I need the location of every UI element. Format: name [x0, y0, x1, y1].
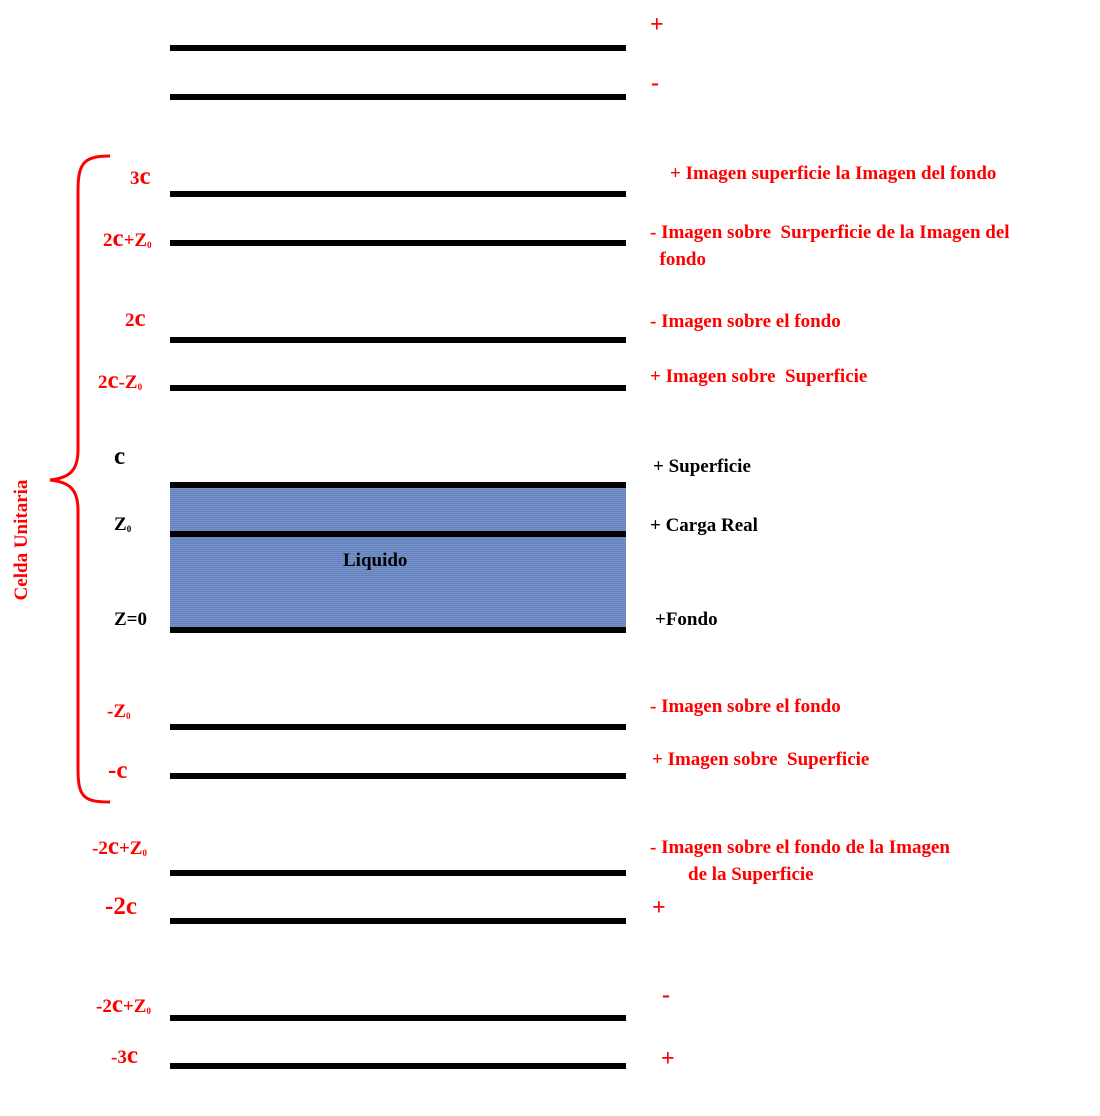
charge-plane [170, 773, 626, 779]
charge-plane-bottom [170, 627, 626, 633]
charge-sign-minus-2c-plus-z0: - [662, 982, 670, 1008]
charge-sign-top-minus: - [651, 70, 659, 96]
charge-plane [170, 1015, 626, 1021]
position-label-minus-2c: -2c [105, 893, 137, 920]
charge-plane [170, 870, 626, 876]
charge-plane [170, 94, 626, 100]
charge-sign-minus-2c: + [652, 895, 666, 921]
charge-sign-minus-3c: + [661, 1046, 675, 1072]
charge-plane [170, 1063, 626, 1069]
unit-cell-brace [49, 154, 111, 804]
charge-description-minus-2c-plus-z0: - Imagen sobre el fondo de la Imagen de … [650, 837, 950, 885]
position-label-minus-c: -c [108, 757, 128, 784]
charge-description-minus-c: + Imagen sobre Superficie [652, 749, 870, 770]
charge-description-bottom: +Fondo [655, 609, 718, 630]
position-label-minus-3c: -3c [111, 1042, 138, 1069]
unit-cell-label: Celda Unitaria [11, 479, 32, 601]
charge-description-minus-z0: - Imagen sobre el fondo [650, 696, 841, 717]
charge-description-3c: + Imagen superficie la Imagen del fondo [670, 163, 997, 184]
charge-plane [170, 45, 626, 51]
charge-plane-surface [170, 482, 626, 488]
liquid-region [170, 488, 626, 627]
position-label-minus-z0: -Z0 [107, 701, 131, 722]
position-label-minus-2c-plus-z0: -2c+Z0 [92, 833, 147, 860]
charge-description-2c: - Imagen sobre el fondo [650, 311, 841, 332]
charge-description-real-charge: + Carga Real [650, 515, 758, 536]
charge-description-surface: + Superficie [653, 456, 751, 477]
charge-plane [170, 240, 626, 246]
position-label-2c: 2c [125, 305, 146, 332]
position-label-z-zero: Z=0 [114, 609, 147, 630]
position-label-minus-2c-plus-z0-lower: -2c+Z0 [96, 991, 151, 1018]
charge-sign-top-plus: + [650, 12, 664, 38]
charge-plane [170, 191, 626, 197]
position-label-3c: 3c [130, 163, 151, 190]
charge-plane [170, 385, 626, 391]
position-label-z0: Z0 [114, 514, 132, 535]
charge-plane [170, 337, 626, 343]
position-label-c: c [114, 443, 126, 470]
position-label-2c-minus-z0: 2c-Z0 [98, 367, 143, 394]
liquid-label: Liquido [343, 550, 408, 571]
charge-plane [170, 918, 626, 924]
charge-plane-real [170, 531, 626, 537]
charge-plane [170, 724, 626, 730]
position-label-2c-plus-z0: 2c+Z0 [103, 225, 152, 252]
charge-description-2c-plus-z0: - Imagen sobre Surperficie de la Imagen … [650, 222, 1010, 270]
charge-description-2c-minus-z0: + Imagen sobre Superficie [650, 366, 868, 387]
